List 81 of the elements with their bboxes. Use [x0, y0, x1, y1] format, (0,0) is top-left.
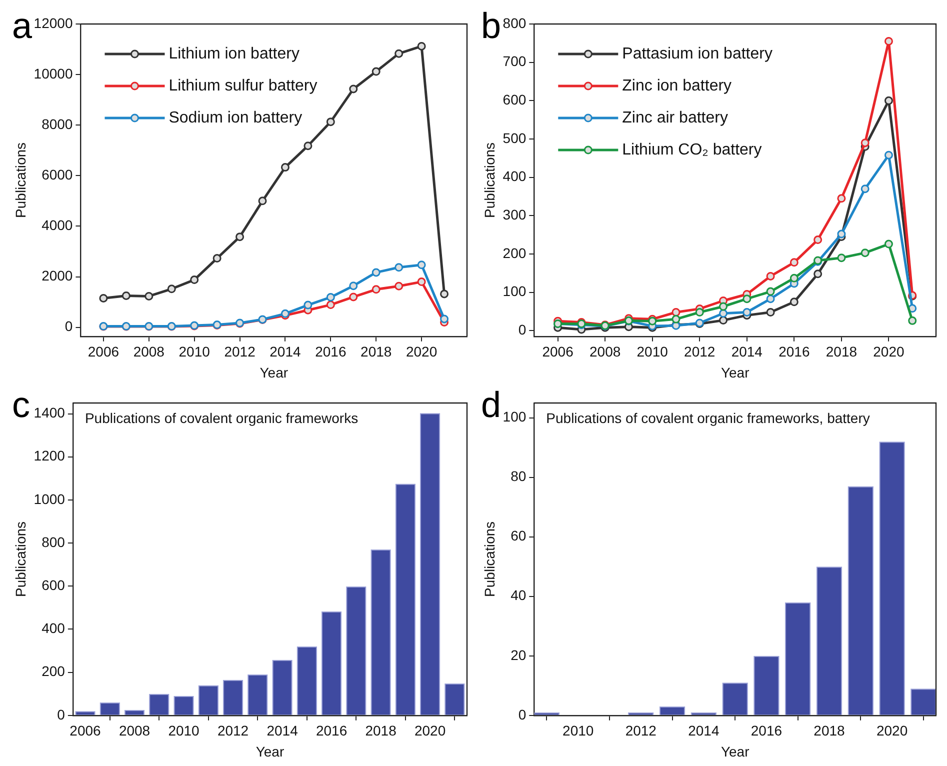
y-axis-title: Publications: [481, 521, 498, 597]
x-axis-title: Year: [720, 364, 750, 380]
y-tick-label: 6000: [42, 166, 73, 183]
x-tick-label: 2012: [625, 722, 657, 739]
x-tick-label: 2016: [750, 722, 782, 739]
x-tick-label: 2010: [178, 344, 210, 360]
legend-label: Lithium ion battery: [168, 45, 300, 62]
y-tick-label: 800: [502, 14, 526, 31]
y-tick-label: 8000: [42, 116, 73, 132]
x-tick-label: 2012: [224, 344, 256, 360]
x-tick-label: 2018: [814, 722, 846, 739]
y-tick-label: 600: [42, 576, 66, 593]
y-tick-label: 0: [518, 322, 526, 338]
y-tick-label: 200: [502, 244, 526, 261]
y-tick-label: 1000: [34, 490, 66, 507]
x-tick-label: 2014: [270, 344, 302, 360]
annotation: Publications of covalent organic frameworks: [84, 410, 358, 426]
x-tick-label: 2020: [406, 344, 438, 360]
y-tick-label: 2000: [42, 268, 73, 284]
y-tick-label: 20: [510, 646, 526, 663]
x-tick-label: 2014: [688, 722, 720, 739]
y-tick-label: 700: [502, 53, 526, 70]
y-tick-label: 100: [502, 283, 526, 300]
x-tick-label: 2020: [873, 344, 905, 360]
x-tick-label: 2010: [168, 722, 200, 739]
y-tick-label: 600: [502, 92, 526, 108]
x-tick-label: 2012: [217, 722, 249, 739]
y-tick-label: 60: [510, 528, 526, 544]
y-tick-label: 1400: [34, 404, 66, 421]
x-tick-label: 2018: [365, 722, 397, 739]
y-axis-title: Publications: [12, 142, 28, 218]
x-tick-label: 2016: [315, 344, 346, 360]
legend-label: Lithium CO₂ battery: [622, 141, 762, 158]
x-tick-label: 2016: [316, 722, 348, 739]
legend-label: Zinc air battery: [622, 109, 728, 126]
y-tick-label: 500: [502, 130, 526, 146]
annotation: Publications of covalent organic frameworks, battery: [546, 410, 870, 426]
x-axis-title: Year: [720, 743, 750, 760]
chart-title: b: [481, 4, 502, 46]
x-tick-label: 2006: [70, 722, 102, 739]
y-tick-label: 0: [518, 706, 526, 722]
x-tick-label: 2010: [562, 722, 594, 739]
y-tick-label: 100: [502, 408, 526, 425]
legend-label: Lithium sulfur battery: [168, 77, 318, 94]
x-axis-title: Year: [260, 364, 288, 380]
y-tick-label: 200: [42, 663, 66, 680]
y-tick-label: 400: [502, 168, 526, 184]
legend-label: Sodium ion battery: [168, 109, 302, 126]
x-tick-label: 2006: [88, 344, 120, 360]
chart-title: a: [12, 4, 33, 46]
y-axis-title: Publications: [481, 142, 498, 218]
x-tick-label: 2006: [542, 344, 574, 360]
y-tick-label: 800: [42, 534, 66, 550]
chart-title: c: [12, 384, 30, 425]
x-tick-label: 2014: [731, 344, 763, 360]
y-tick-label: 400: [42, 620, 66, 636]
x-tick-label: 2008: [118, 722, 150, 739]
x-tick-label: 2018: [826, 344, 858, 360]
x-tick-label: 2018: [360, 344, 392, 360]
y-axis-title: Publications: [12, 521, 28, 597]
x-tick-label: 2020: [876, 722, 908, 739]
chart-title: d: [481, 384, 502, 425]
y-tick-label: 0: [57, 706, 66, 722]
x-tick-label: 2012: [684, 344, 716, 360]
x-tick-label: 2014: [266, 722, 298, 739]
x-tick-label: 2010: [636, 344, 668, 360]
y-tick-label: 1200: [34, 448, 66, 464]
x-tick-label: 2008: [589, 344, 621, 360]
y-tick-label: 40: [510, 587, 526, 604]
y-tick-label: 10000: [34, 65, 73, 82]
y-tick-label: 300: [502, 206, 526, 223]
legend-label: Pattasium ion battery: [622, 45, 772, 62]
y-tick-label: 80: [510, 468, 526, 484]
x-tick-label: 2020: [414, 722, 446, 739]
y-tick-label: 4000: [42, 217, 73, 234]
x-tick-label: 2016: [778, 344, 810, 360]
legend-label: Zinc ion battery: [622, 77, 732, 94]
y-tick-label: 0: [64, 318, 73, 334]
y-tick-label: 12000: [34, 14, 73, 31]
x-tick-label: 2008: [133, 344, 165, 360]
x-axis-title: Year: [256, 743, 284, 760]
